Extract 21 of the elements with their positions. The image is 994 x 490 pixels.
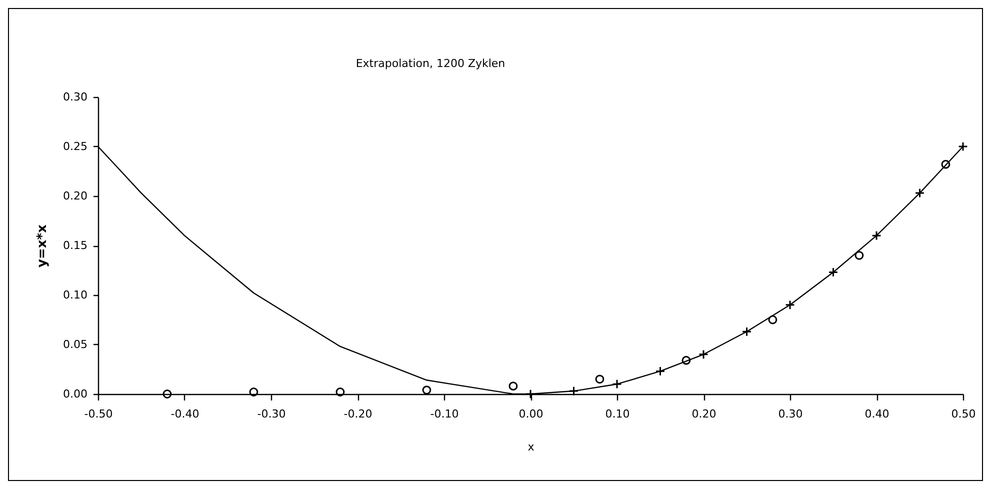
chart-title: Extrapolation, 1200 Zyklen bbox=[356, 57, 506, 70]
y-tick-label: 0.15 bbox=[63, 239, 88, 252]
y-tick-label: 0.20 bbox=[63, 190, 88, 202]
y-tick-label: 0.05 bbox=[63, 338, 88, 351]
y-axis-title: y=x*x bbox=[35, 224, 50, 268]
x-tick-label: -0.10 bbox=[430, 408, 459, 420]
x-tick-label: 0.10 bbox=[605, 408, 630, 420]
x-tick-label: 0.00 bbox=[518, 408, 544, 420]
x-tick-label: 0.40 bbox=[864, 408, 890, 420]
x-tick-label: -0.50 bbox=[84, 408, 113, 420]
x-tick-label: 0.50 bbox=[951, 408, 976, 420]
y-tick-label: 0.10 bbox=[63, 288, 88, 302]
x-tick-label: -0.40 bbox=[170, 408, 200, 420]
x-tick-label: 0.20 bbox=[692, 408, 716, 420]
x-tick-label: -0.30 bbox=[257, 408, 286, 420]
y-tick-label: 0.25 bbox=[63, 140, 88, 153]
y-tick-label: 0.30 bbox=[63, 90, 88, 104]
x-axis-title: x bbox=[528, 440, 535, 454]
y-tick-label: 0.00 bbox=[63, 388, 88, 400]
x-tick-label: 0.30 bbox=[778, 408, 803, 420]
x-tick-label: -0.20 bbox=[344, 408, 372, 420]
